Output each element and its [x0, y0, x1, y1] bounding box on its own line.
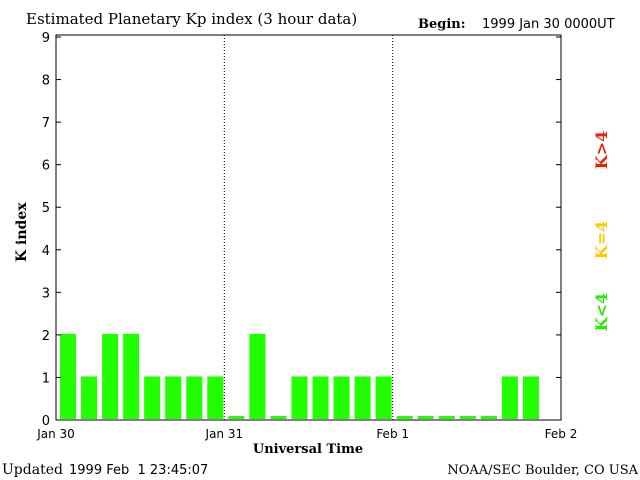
- kp-bar: [249, 333, 266, 419]
- chart-title: Estimated Planetary Kp index (3 hour dat…: [26, 10, 357, 28]
- x-tick-label: Feb 2: [545, 427, 578, 441]
- credit-text: NOAA/SEC Boulder, CO USA: [447, 463, 638, 478]
- kp-bar: [501, 376, 518, 419]
- kp-bar: [354, 376, 371, 419]
- kp-bar: [144, 376, 161, 419]
- y-tick-label: 2: [42, 329, 50, 344]
- kp-bar: [102, 333, 119, 419]
- x-axis-label: Universal Time: [253, 442, 363, 457]
- kp-bar: [375, 376, 392, 419]
- kp-bar: [207, 376, 224, 419]
- y-tick-label: 1: [42, 371, 50, 386]
- kp-bar: [165, 376, 182, 419]
- kp-bar: [459, 416, 476, 419]
- y-tick-label: 5: [42, 201, 50, 216]
- updated-label: Updated: [2, 462, 63, 478]
- x-tick-label: Jan 30: [36, 427, 75, 441]
- x-tick-label: Feb 1: [376, 427, 409, 441]
- y-tick-label: 4: [42, 244, 50, 259]
- begin-value: 1999 Jan 30 0000UT: [482, 17, 615, 32]
- day-dividers: [223, 35, 394, 420]
- legend-item: K>4: [592, 131, 611, 169]
- legend: K<4 K=4 K>4: [592, 131, 611, 331]
- y-tick-label: 3: [42, 286, 50, 301]
- kp-bar: [270, 416, 287, 419]
- legend-item: K<4: [592, 293, 611, 331]
- y-tick-label: 0: [42, 414, 50, 429]
- begin-label: Begin:: [418, 17, 466, 32]
- kp-bar: [480, 416, 497, 419]
- x-axis-ticks: Jan 30 Jan 31 Feb 1 Feb 2: [36, 427, 577, 441]
- kp-bar: [228, 416, 245, 419]
- kp-bar: [417, 416, 434, 419]
- y-tick-label: 9: [42, 31, 50, 46]
- y-axis-label: K index: [14, 202, 30, 262]
- kp-bar: [81, 376, 98, 419]
- updated-value: 1999 Feb 1 23:45:07: [69, 463, 208, 478]
- kp-bar: [60, 333, 77, 419]
- bars: [60, 333, 539, 419]
- kp-bar: [438, 416, 455, 419]
- kp-bar: [291, 376, 308, 419]
- kp-bar: [312, 376, 329, 419]
- y-axis-ticks: 0 1 2 3 4 5 6 7 8 9: [42, 31, 561, 429]
- legend-item: K=4: [592, 221, 611, 259]
- plot-frame: [55, 34, 562, 421]
- kp-bar: [396, 416, 413, 419]
- y-tick-label: 6: [42, 159, 50, 174]
- y-tick-label: 8: [42, 74, 50, 89]
- kp-bar: [522, 376, 539, 419]
- y-tick-label: 7: [42, 116, 50, 131]
- kp-bar: [186, 376, 203, 419]
- kp-bar: [333, 376, 350, 419]
- x-tick-label: Jan 31: [205, 427, 244, 441]
- plot-area: [55, 34, 562, 421]
- kp-bar: [123, 333, 140, 419]
